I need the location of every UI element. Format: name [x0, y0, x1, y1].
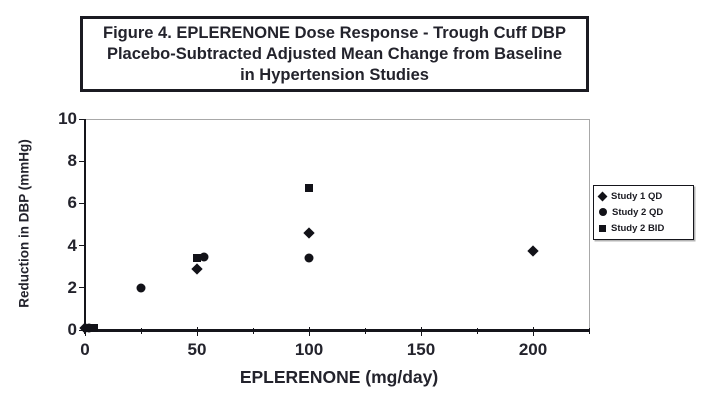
x-tick-label: 200 — [518, 340, 548, 359]
y-tick — [79, 202, 85, 204]
x-tick-label: 0 — [80, 340, 90, 359]
y-tick-label: 6 — [67, 193, 77, 213]
y-tick-label: 2 — [67, 277, 77, 297]
legend-label: Study 2 BID — [611, 222, 665, 234]
x-tick-label: 50 — [187, 340, 207, 359]
data-point-study-2-qd — [199, 252, 209, 262]
x-minor-tick — [140, 328, 142, 334]
y-tick-label: 0 — [67, 320, 77, 339]
x-tick-label: 150 — [406, 340, 436, 359]
y-tick — [79, 245, 85, 247]
x-major-tick — [308, 327, 310, 336]
legend-entry: Study 1 QD — [597, 191, 693, 203]
data-point-study-2-qd — [84, 323, 94, 333]
x-minor-tick — [252, 328, 254, 334]
y-axis-title: Reduction in DBP (mmHg) — [16, 139, 32, 308]
x-minor-tick — [364, 328, 366, 334]
x-minor-tick — [476, 328, 478, 334]
x-major-tick — [196, 327, 198, 336]
figure-title-line-1: Figure 4. EPLERENONE Dose Response - Tro… — [103, 23, 566, 42]
diamond-marker-icon — [597, 191, 608, 202]
x-minor-tick — [588, 328, 590, 334]
x-axis-title: EPLERENONE (mg/day) — [239, 367, 439, 387]
x-tick-label: 100 — [294, 340, 324, 359]
y-tick-label: 8 — [67, 151, 77, 171]
data-point-study-2-bid — [305, 183, 313, 192]
y-tick — [79, 118, 85, 120]
legend-entry: Study 2 QD — [599, 206, 693, 218]
figure-title-box: Figure 4. EPLERENONE Dose Response - Tro… — [80, 16, 589, 92]
data-point-study-2-qd — [136, 283, 146, 293]
data-point-study-1-qd — [191, 263, 203, 275]
x-major-tick — [420, 327, 422, 336]
plot-border-right — [589, 119, 590, 330]
data-point-study-1-qd — [303, 227, 315, 239]
y-tick — [79, 287, 85, 289]
square-marker-icon — [599, 224, 606, 232]
x-axis-line — [83, 329, 589, 332]
y-axis-line — [84, 119, 86, 334]
plot-border-top — [85, 119, 589, 120]
x-major-tick — [532, 327, 534, 336]
data-point-study-2-qd — [304, 253, 314, 263]
circle-marker-icon — [599, 208, 607, 217]
data-point-study-2-bid — [193, 254, 201, 263]
y-tick — [79, 160, 85, 162]
data-point-study-1-qd — [527, 245, 539, 257]
legend-box: Study 1 QD Study 2 QD Study 2 BID — [593, 185, 694, 240]
figure-title-line-3: in Hypertension Studies — [240, 65, 429, 84]
data-point-study-2-bid — [89, 323, 98, 332]
figure-title-line-2: Placebo-Subtracted Adjusted Mean Change … — [106, 44, 563, 63]
legend-entry: Study 2 BID — [599, 222, 693, 234]
legend-label: Study 1 QD — [611, 191, 663, 203]
legend-label: Study 2 QD — [612, 206, 664, 218]
y-tick-label: 10 — [58, 109, 77, 128]
y-tick-label: 4 — [67, 235, 77, 255]
